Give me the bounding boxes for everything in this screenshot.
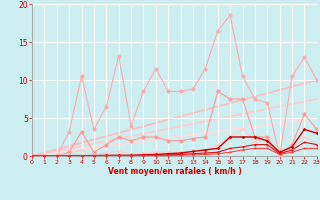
X-axis label: Vent moyen/en rafales ( km/h ): Vent moyen/en rafales ( km/h ) xyxy=(108,167,241,176)
